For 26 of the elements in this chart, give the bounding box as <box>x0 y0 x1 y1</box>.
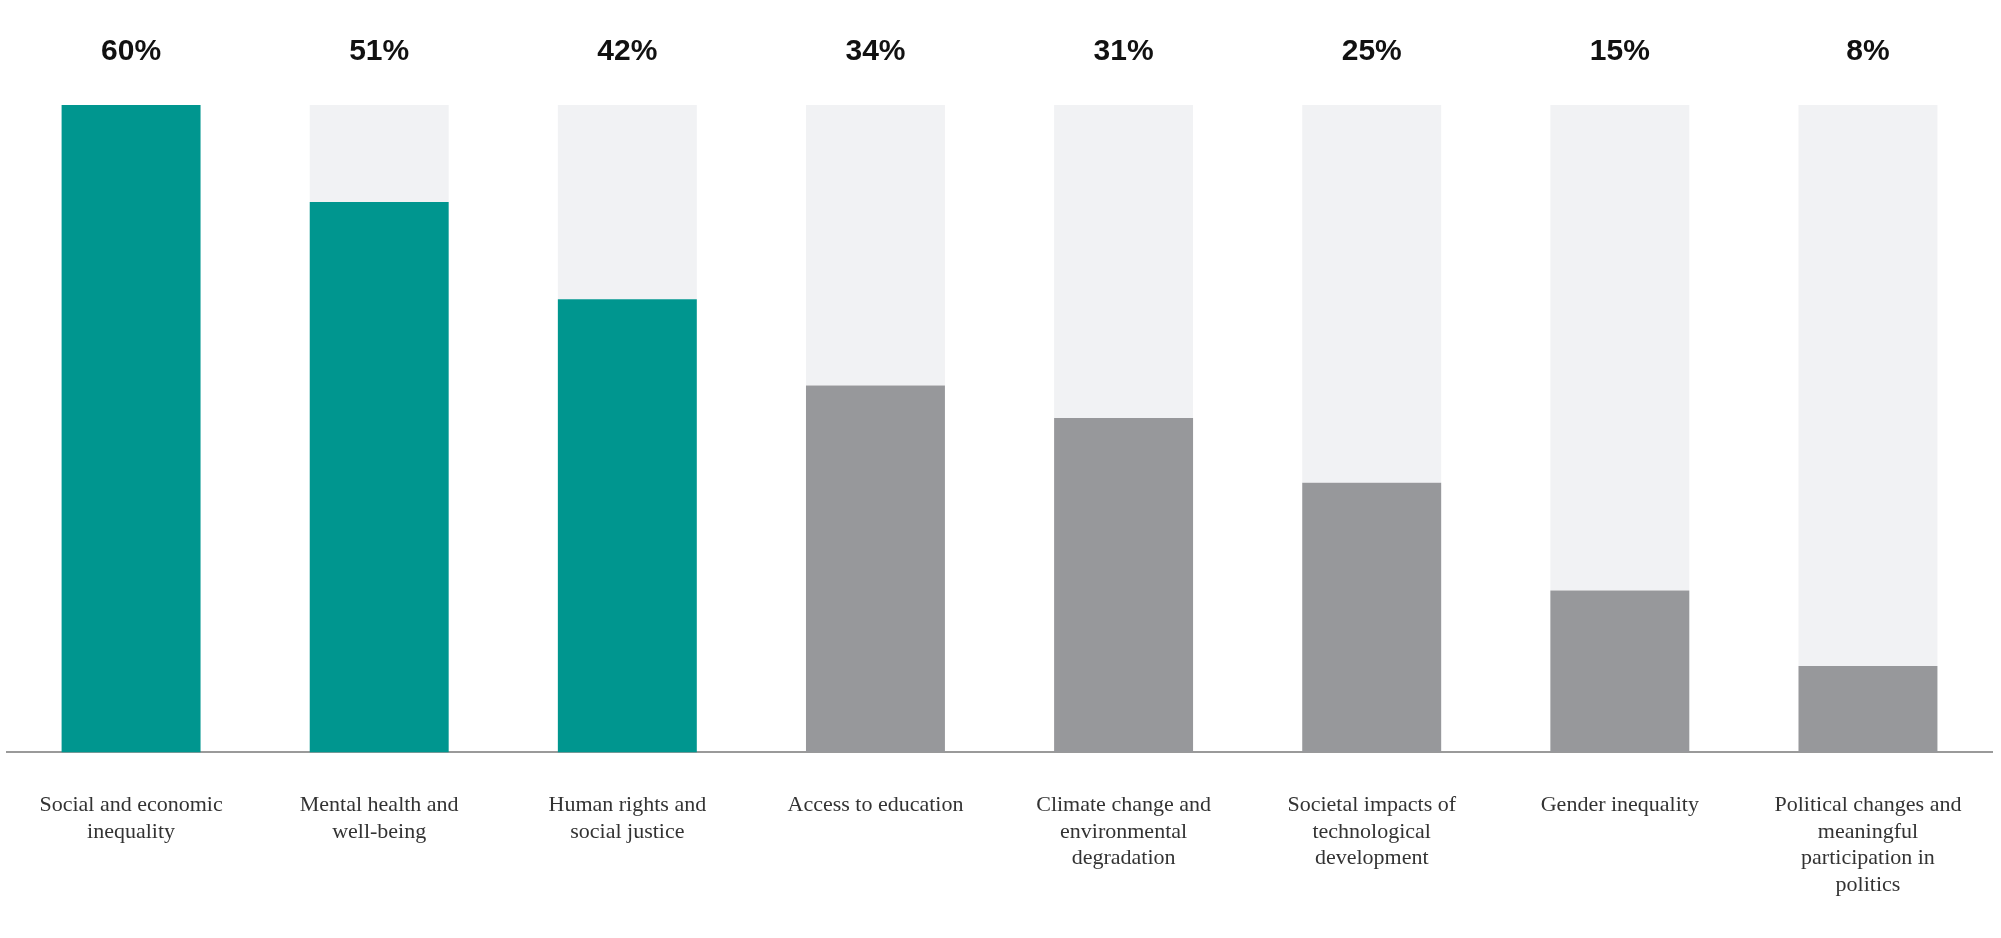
data-label: 42% <box>597 33 658 67</box>
x-tick-label: Political changes and meaningful participation in politics <box>1774 791 1962 896</box>
bar <box>309 202 449 753</box>
x-tick-label: Human rights and social justice <box>548 791 707 843</box>
bar <box>557 105 697 300</box>
bar <box>1054 105 1194 418</box>
data-label: 8% <box>1846 33 1890 67</box>
data-label: 34% <box>845 33 906 67</box>
x-tick-label: Climate change and environmental degradation <box>1036 791 1211 870</box>
x-tick-label: Access to education <box>787 791 964 817</box>
bar <box>1798 105 1938 667</box>
data-label: 15% <box>1589 33 1650 67</box>
data-label: 31% <box>1093 33 1154 67</box>
bar <box>61 105 201 753</box>
x-tick-label: Gender inequality <box>1540 791 1699 817</box>
x-tick-label: Mental health and well-being <box>299 791 459 843</box>
bar <box>1550 105 1690 591</box>
data-label: 51% <box>349 33 410 67</box>
bar <box>805 105 945 386</box>
data-label: 60% <box>101 33 162 67</box>
bar <box>309 105 449 203</box>
bar <box>1302 105 1442 483</box>
data-label: 25% <box>1341 33 1402 67</box>
x-tick-label: Social and economic inequality <box>39 791 223 843</box>
x-tick-label: Societal impacts of technological development <box>1287 791 1457 870</box>
bar <box>557 299 697 753</box>
